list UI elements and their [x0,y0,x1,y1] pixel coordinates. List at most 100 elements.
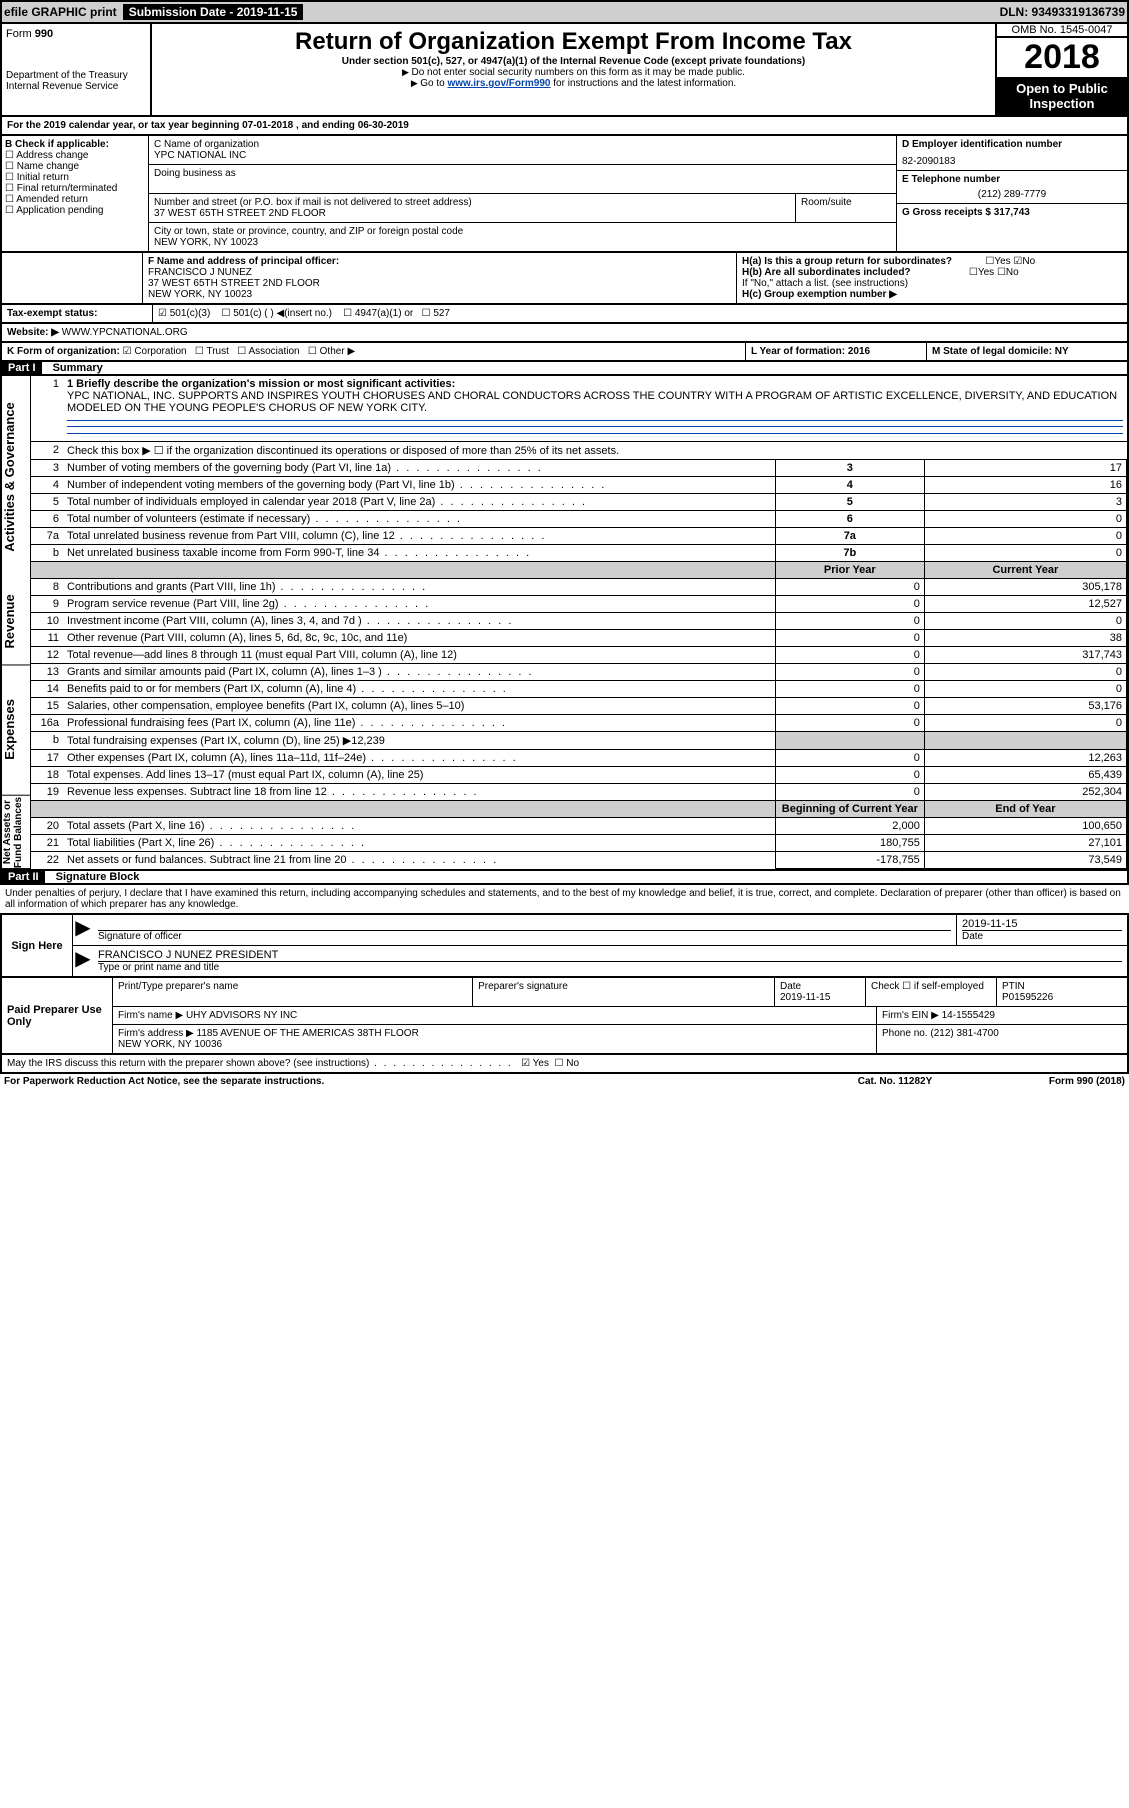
ein-label: Firm's EIN ▶ [882,1010,939,1021]
section-deg: D Employer identification number 82-2090… [897,136,1127,251]
vlabel-rev: Revenue [2,578,30,665]
part-i-tag: Part I [2,361,42,375]
city-label: City or town, state or province, country… [154,226,891,237]
line-a: For the 2019 calendar year, or tax year … [0,117,1129,136]
line-5: Total number of individuals employed in … [63,494,775,511]
section-h: H(a) Is this a group return for subordin… [737,253,1127,303]
hb-text: H(b) Are all subordinates included? [742,267,911,278]
c22: 73,549 [924,852,1126,869]
firm-ein: 14-1555429 [942,1010,995,1021]
line-14: Benefits paid to or for members (Part IX… [63,681,775,698]
vlabel-na: Net Assets or Fund Balances [2,796,30,869]
sub3-pre: Go to [420,78,447,89]
city: NEW YORK, NY 10023 [154,237,891,248]
section-c: C Name of organization YPC NATIONAL INC … [149,136,1127,251]
c9: 12,527 [924,596,1126,613]
subtitle-2: Do not enter social security numbers on … [156,67,991,78]
line-20: Total assets (Part X, line 16) [63,818,775,835]
sign-here-block: ▶ Signature of officer 2019-11-15 Date ▶… [73,915,1127,976]
prep-self-emp: Check ☐ if self-employed [866,978,997,1006]
firm-phone: (212) 381-4700 [930,1028,998,1039]
c13: 0 [924,664,1126,681]
org-name: YPC NATIONAL INC [154,150,891,161]
form990-link[interactable]: www.irs.gov/Form990 [448,78,551,89]
line-7b: Net unrelated business taxable income fr… [63,545,775,562]
b-opt-4-text: Amended return [16,194,88,205]
b-opt-3[interactable]: ☐ Final return/terminated [5,183,145,194]
c10: 0 [924,613,1126,630]
p16: 0 [775,715,924,732]
officer-addr1: 37 WEST 65TH STREET 2ND FLOOR [148,278,731,289]
pra-notice: For Paperwork Reduction Act Notice, see … [4,1076,805,1087]
section-b: B Check if applicable: ☐ Address change … [2,136,149,251]
hb-note: If "No," attach a list. (see instruction… [742,278,1122,289]
b-opt-5-text: Application pending [16,205,103,216]
line-10: Investment income (Part VIII, column (A)… [63,613,775,630]
ha: H(a) Is this a group return for subordin… [742,256,1122,267]
line-2: Check this box ▶ ☐ if the organization d… [63,442,1127,460]
mission-text: YPC NATIONAL, INC. SUPPORTS AND INSPIRES… [67,390,1123,414]
c-name-label: C Name of organization [154,139,891,150]
prep-name-label: Print/Type preparer's name [113,978,473,1006]
line-4: Number of independent voting members of … [63,477,775,494]
c11: 38 [924,630,1126,647]
p14: 0 [775,681,924,698]
b-opt-1-text: Name change [17,161,79,172]
dept-treasury: Department of the Treasury Internal Reve… [6,70,146,92]
b-opt-2[interactable]: ☐ Initial return [5,172,145,183]
ein: 82-2090183 [902,156,1122,167]
hb: H(b) Are all subordinates included? ☐Yes… [742,267,1122,278]
i-527: 527 [433,308,450,319]
sig-date: 2019-11-15 [962,918,1122,930]
year-box: OMB No. 1545-0047 2018 Open to Public In… [995,24,1127,115]
declaration: Under penalties of perjury, I declare th… [0,885,1129,913]
officer-name: FRANCISCO J NUNEZ [148,267,731,278]
c8: 305,178 [924,579,1126,596]
ptin-label: PTIN [1002,981,1025,992]
firm-addr-label: Firm's address ▶ [118,1028,194,1039]
form-number: 990 [35,28,53,40]
k-label: K Form of organization: [7,346,120,357]
p20: 2,000 [775,818,924,835]
p18: 0 [775,767,924,784]
p9: 0 [775,596,924,613]
part-i-title: Summary [53,362,103,374]
line-16b: Total fundraising expenses (Part IX, col… [63,732,775,750]
line-22: Net assets or fund balances. Subtract li… [63,852,775,869]
part-ii-title: Signature Block [56,871,140,883]
discuss-yes: Yes [533,1058,549,1069]
val-7a: 0 [924,528,1126,545]
b-opt-1[interactable]: ☐ Name change [5,161,145,172]
form-footer: Form 990 (2018) [985,1076,1125,1087]
subtitle-1: Under section 501(c), 527, or 4947(a)(1)… [156,56,991,67]
k-corp: Corporation [134,346,186,357]
b-opt-3-text: Final return/terminated [17,183,118,194]
k-assoc: Association [248,346,299,357]
discuss-no: No [566,1058,579,1069]
part-ii-tag: Part II [2,870,45,884]
paid-prep-label: Paid Preparer Use Only [2,978,113,1053]
line-19: Revenue less expenses. Subtract line 18 … [63,784,775,801]
vlabel-exp: Expenses [2,665,30,796]
b-opt-0[interactable]: ☐ Address change [5,150,145,161]
p8: 0 [775,579,924,596]
col-prior: Prior Year [775,562,924,579]
i-501c: 501(c) ( ) ◀(insert no.) [233,308,332,319]
b-label: B Check if applicable: [5,139,145,150]
subtitle-3: Go to www.irs.gov/Form990 for instructio… [156,78,991,89]
line-13: Grants and similar amounts paid (Part IX… [63,664,775,681]
firm: UHY ADVISORS NY INC [186,1010,297,1021]
website: WWW.YPCNATIONAL.ORG [62,327,188,338]
d-label: D Employer identification number [902,139,1122,150]
open-to-public: Open to Public Inspection [997,77,1127,115]
b-opt-5[interactable]: ☐ Application pending [5,205,145,216]
line-m: M State of legal domicile: NY [926,343,1127,360]
line-j: Website: ▶ WWW.YPCNATIONAL.ORG [0,324,1129,343]
b-opt-4[interactable]: ☐ Amended return [5,194,145,205]
line-6: Total number of volunteers (estimate if … [63,511,775,528]
i-4947: 4947(a)(1) or [355,308,413,319]
c20: 100,650 [924,818,1126,835]
k-trust: Trust [206,346,228,357]
firm-phone-label: Phone no. [882,1028,928,1039]
p10: 0 [775,613,924,630]
